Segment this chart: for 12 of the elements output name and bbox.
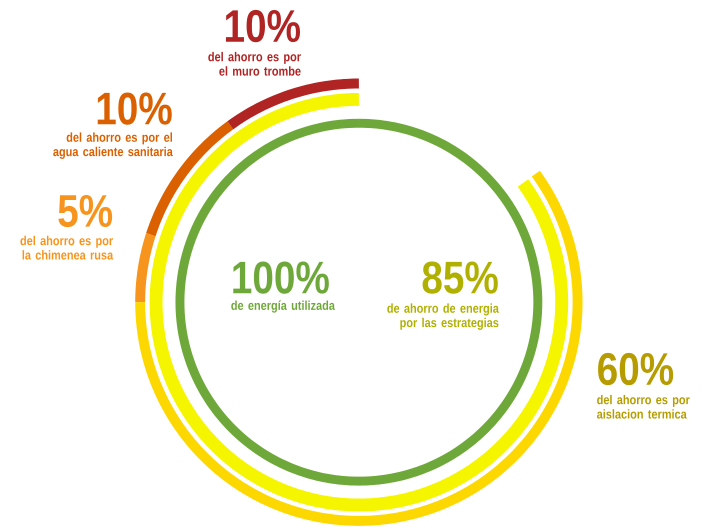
data-label: 60% — [598, 352, 674, 386]
data-label: 100% — [233, 262, 329, 294]
category-label: del ahorro es por el muro trombe — [208, 52, 301, 76]
category-label: del ahorro es por la chimenea rusa — [20, 236, 114, 260]
data-label: 5% — [58, 195, 112, 228]
data-label: 85% — [422, 262, 498, 294]
category-label: de energía utilizada — [231, 300, 335, 313]
category-label: del ahorro es por el agua caliente sanitaria — [53, 132, 173, 159]
data-label: 10% — [226, 10, 300, 42]
category-label: del ahorro es por aislacion termica — [597, 394, 690, 419]
data-label: 10% — [98, 92, 172, 125]
category-label: de ahorro de energia por las estrategias — [387, 303, 499, 330]
